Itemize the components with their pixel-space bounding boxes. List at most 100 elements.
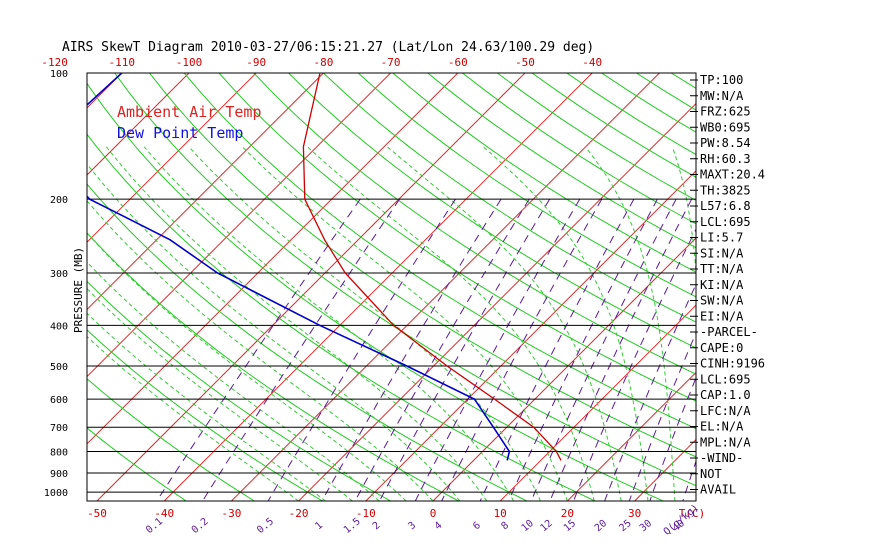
- ambient-air-temp-line: [302, 73, 562, 461]
- moist-adiabat-line: [106, 146, 488, 501]
- mixing-ratio-line: [682, 459, 696, 501]
- mixing-ratio-label: 30: [638, 518, 654, 534]
- mixing-ratio-label: 25: [617, 518, 633, 534]
- moist-adiabat-line: [241, 146, 568, 501]
- bottom-temperature-tick: 0: [430, 507, 437, 520]
- pressure-tick-label: 1000: [44, 488, 68, 499]
- bottom-temperature-tick: -50: [87, 507, 107, 520]
- sounding-index-item: TP:100: [700, 73, 743, 87]
- moist-adiabat-line: [87, 312, 326, 501]
- mixing-ratio-line: [379, 198, 551, 501]
- mixing-ratio-line: [573, 228, 696, 501]
- isotherm-line: [567, 371, 696, 501]
- y-axis-label: PRESSURE (MB): [72, 247, 85, 333]
- mixing-ratio-label: 10: [520, 518, 536, 534]
- sounding-index-item: LCL:695: [700, 372, 751, 386]
- mixing-ratio-line: [267, 198, 456, 501]
- sounding-index-item: EI:N/A: [700, 309, 744, 323]
- dry-adiabat-line: [636, 73, 696, 111]
- mixing-ratio-label: 4: [433, 520, 445, 532]
- sounding-index-item: CAPE:0: [700, 341, 743, 355]
- pressure-tick-label: 600: [50, 395, 68, 406]
- dry-adiabat-line: [87, 329, 323, 501]
- sounding-index-item: MW:N/A: [700, 89, 744, 103]
- dew-point-temp-line: [87, 73, 511, 461]
- pressure-tick-label: 500: [50, 362, 68, 373]
- isotherm-line: [634, 438, 696, 501]
- plot-frame: [86, 72, 697, 502]
- dry-adiabat-line: [427, 73, 696, 249]
- sounding-index-item: LCL:695: [700, 215, 751, 229]
- dry-adiabat-line: [87, 280, 391, 501]
- sounding-index-item: -PARCEL-: [700, 325, 758, 339]
- dry-adiabat-line: [357, 73, 696, 298]
- pressure-tick-label: 300: [50, 269, 68, 280]
- top-temperature-tick: -70: [381, 56, 401, 69]
- isotherm-line: [96, 73, 526, 501]
- moist-adiabat-line: [386, 146, 622, 501]
- dry-adiabat-line: [392, 73, 696, 273]
- sounding-index-item: SW:N/A: [700, 294, 744, 308]
- pressure-tick-label: 100: [50, 69, 68, 80]
- bottom-temperature-tick: 20: [561, 507, 574, 520]
- mixing-ratio-line: [354, 198, 530, 501]
- pressure-tick-label: 900: [50, 469, 68, 480]
- sounding-index-item: LI:5.7: [700, 231, 743, 245]
- moist-adiabat-line: [143, 146, 515, 501]
- sounding-index-item: WB0:695: [700, 120, 751, 134]
- isotherm-line: [0, 73, 55, 501]
- sounding-index-item: MAXT:20.4: [700, 168, 765, 182]
- mixing-ratio-line: [530, 198, 677, 501]
- isotherm-line: [499, 304, 696, 501]
- sounding-index-item: RH:60.3: [700, 152, 751, 166]
- dry-adiabat-line: [87, 427, 187, 501]
- mixing-ratio-line: [479, 198, 635, 501]
- dry-adiabat-line: [218, 73, 696, 402]
- bottom-temperature-tick: T(C): [679, 507, 706, 520]
- mixing-ratio-lines: [156, 198, 696, 501]
- top-temperature-tick: -120: [41, 56, 68, 69]
- sounding-index-item: SI:N/A: [700, 246, 744, 260]
- mixing-ratio-line: [549, 198, 693, 501]
- sounding-index-item: EL:N/A: [700, 420, 744, 434]
- dry-adiabat-line: [845, 73, 870, 501]
- top-temperature-tick: -80: [313, 56, 333, 69]
- dry-adiabat-line: [741, 73, 870, 501]
- isotherm-line: [87, 73, 257, 243]
- sounding-index-item: PW:8.54: [700, 136, 751, 150]
- isotherm-line: [769, 73, 870, 501]
- isotherm-line: [298, 102, 696, 501]
- dry-adiabat-line: [253, 73, 696, 375]
- mixing-ratio-line: [321, 198, 502, 501]
- top-temperature-ticks: -120 -110 -100 -90 -80 -70 -60 -50 -40: [41, 56, 602, 69]
- bottom-temperature-tick: -40: [154, 507, 174, 520]
- top-temperature-tick: -50: [515, 56, 535, 69]
- sounding-index-item: FRZ:625: [700, 105, 751, 119]
- sounding-index-item: CAP:1.0: [700, 388, 751, 402]
- moist-adiabat-line: [584, 146, 676, 501]
- mixing-ratio-line: [414, 198, 581, 501]
- dry-adiabat-line: [87, 133, 596, 501]
- dry-adiabat-line: [87, 183, 528, 501]
- mixing-ratio-line: [202, 198, 400, 501]
- dry-adiabat-line: [87, 82, 664, 501]
- top-temperature-tick: -60: [448, 56, 468, 69]
- mixing-ratio-line: [649, 376, 696, 501]
- sounding-index-item: CINH:9196: [700, 357, 765, 371]
- bottom-temperature-tick: -10: [356, 507, 376, 520]
- bottom-temperature-tick: -20: [289, 507, 309, 520]
- sounding-index-item: NOT: [700, 467, 722, 481]
- bottom-temperature-ticks: -50 -40 -30 -20 -10 0 10 20 30 T(C): [87, 507, 705, 520]
- mixing-ratio-line: [628, 331, 696, 501]
- top-temperature-tick: -40: [582, 56, 602, 69]
- sounding-index-item: MPL:N/A: [700, 435, 751, 449]
- pressure-tick-label: 400: [50, 321, 68, 332]
- mixing-ratio-label: 8: [499, 520, 511, 532]
- dry-adiabat-line: [288, 73, 696, 349]
- top-temperature-tick: -100: [176, 56, 203, 69]
- isotherm-line: [231, 73, 660, 501]
- top-temperature-tick: -110: [109, 56, 136, 69]
- dry-adiabat-line: [87, 378, 255, 501]
- isotherm-line: [87, 73, 190, 176]
